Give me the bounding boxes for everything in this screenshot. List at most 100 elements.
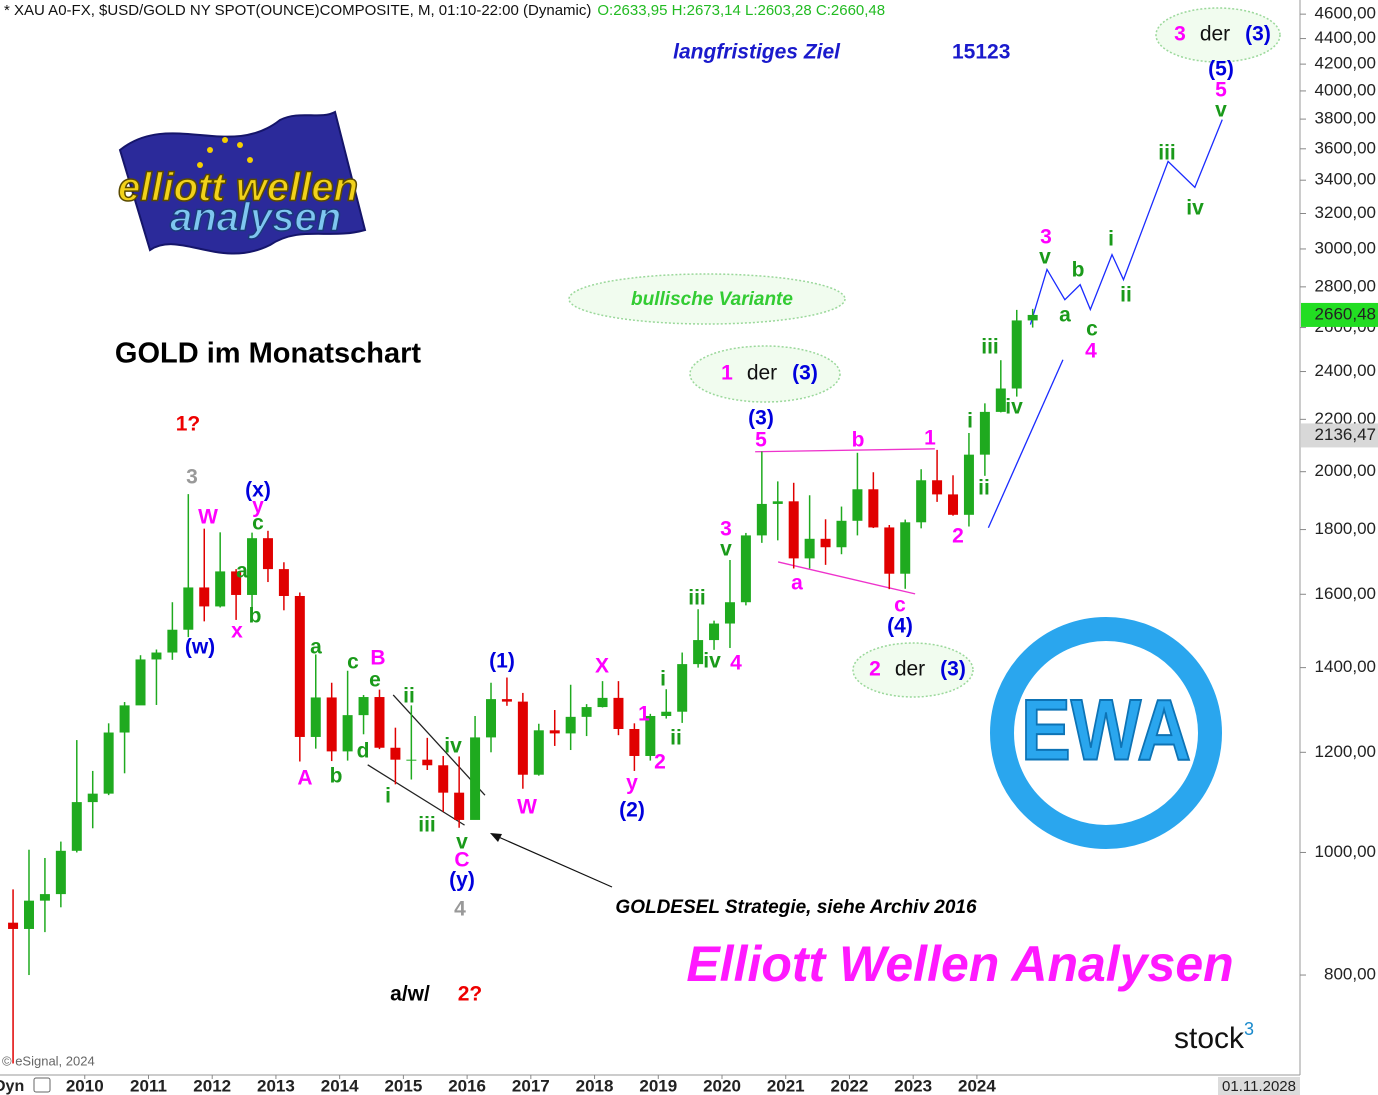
candle-body	[963, 454, 974, 515]
candle-body	[1011, 320, 1022, 389]
degree-ellipse	[1155, 7, 1281, 63]
x-tick-label: 2022	[831, 1076, 869, 1095]
variant-label: bullische Variante	[631, 289, 793, 310]
target-value: 15123	[952, 41, 1010, 64]
wave-label: ii	[403, 685, 415, 708]
candle-body	[740, 535, 751, 603]
candle-body	[900, 522, 911, 574]
candle-body	[788, 501, 799, 559]
candle-body	[581, 707, 592, 717]
wave-label: 5	[1215, 79, 1227, 102]
wave-label: b	[1072, 259, 1085, 282]
y-tick-label: 1200,00	[1315, 742, 1376, 761]
wave-line	[755, 448, 935, 453]
y-tick-label: 3800,00	[1315, 109, 1376, 128]
candle-body	[39, 894, 50, 901]
y-tick-label: 4600,00	[1315, 4, 1376, 23]
candle-body	[151, 652, 162, 660]
wave-label: (y)	[449, 869, 475, 892]
wave-label: a/w/	[390, 983, 430, 1006]
candle-body	[693, 640, 704, 665]
candle-body	[55, 850, 66, 895]
wave-label: ii	[1120, 284, 1132, 307]
wave-label: iii	[418, 814, 436, 837]
wave-label: ii	[670, 727, 682, 750]
y-tick-label: 1600,00	[1315, 584, 1376, 603]
candle-body	[979, 411, 990, 455]
wave-label: a	[310, 636, 322, 659]
wave-label: i	[967, 410, 973, 433]
degree-word: der	[1200, 23, 1230, 46]
candle-body	[868, 489, 879, 528]
logo-stars	[197, 137, 253, 168]
wave-label: iv	[703, 650, 721, 673]
wave-label: 4	[730, 652, 742, 675]
y-tick-label: 1000,00	[1315, 842, 1376, 861]
logo: elliott wellen analysen	[117, 110, 367, 255]
wave-label: c	[894, 594, 906, 617]
y-tick-label: 2200,00	[1315, 409, 1376, 428]
price-tag-box	[1301, 423, 1378, 448]
degree-ellipse	[852, 642, 974, 698]
y-tick-label: 2800,00	[1315, 276, 1376, 295]
wave-label: iv	[1186, 197, 1204, 220]
candle-body	[932, 480, 943, 495]
candle-body	[517, 701, 528, 775]
wave-label: 2?	[458, 983, 483, 1006]
candle-body	[103, 732, 114, 794]
candle-body	[995, 388, 1006, 412]
candle-body	[342, 715, 353, 752]
wave-label: 3	[1040, 226, 1052, 249]
target-label: langfristiges Ziel	[673, 41, 841, 64]
candle-body	[310, 697, 321, 737]
wave-label: c	[252, 512, 264, 535]
y-tick-label: 3600,00	[1315, 138, 1376, 157]
wave-label: c	[1086, 318, 1098, 341]
y-tick-label: 4400,00	[1315, 28, 1376, 47]
wave-label: 1	[638, 703, 650, 726]
note-arrow	[493, 834, 613, 888]
y-tick-label: 2000,00	[1315, 461, 1376, 480]
wave-label: iii	[688, 587, 706, 610]
candle-body	[247, 538, 258, 595]
wave-label: 2	[952, 525, 964, 548]
y-tick-label: 1400,00	[1315, 657, 1376, 676]
wave-label: v	[720, 538, 732, 561]
wave-label: 5	[755, 429, 767, 452]
wave-label: (1)	[489, 650, 515, 673]
ewa-logo: EWA	[1021, 683, 1191, 779]
candle-body	[565, 716, 576, 734]
wave-label: b	[852, 429, 865, 452]
candle-body	[231, 571, 242, 595]
candle-body	[199, 587, 210, 607]
x-tick-label: 2017	[512, 1076, 550, 1095]
price-tag-label: 2660,48	[1315, 304, 1376, 323]
wave-label: W	[517, 796, 537, 819]
candle-body	[87, 793, 98, 803]
wave-label: 4	[454, 898, 466, 921]
wave-label: (4)	[887, 615, 913, 638]
price-tag-label: 2136,47	[1315, 425, 1376, 444]
x-tick-label: 2019	[639, 1076, 677, 1095]
candle-body	[71, 802, 82, 851]
x-tick-label: 2014	[321, 1076, 359, 1095]
logo-line2: analysen	[170, 196, 341, 240]
degree-number: 3	[1174, 23, 1186, 46]
wave-label: y	[626, 772, 638, 795]
candle-body	[8, 922, 19, 929]
wave-label: y	[252, 495, 264, 518]
wave-label: (2)	[619, 799, 645, 822]
candle-body	[661, 711, 672, 716]
header-ohlc: O:2633,95 H:2673,14 L:2603,28 C:2660,48	[597, 2, 885, 19]
wave-label: B	[370, 647, 385, 670]
y-tick-label: 1800,00	[1315, 519, 1376, 538]
y-tick-label: 4200,00	[1315, 54, 1376, 73]
candle-body	[709, 623, 720, 641]
degree-word: der	[747, 362, 777, 385]
candle-body	[533, 730, 544, 775]
stock-logo-sup: 3	[1244, 1019, 1254, 1039]
candle-body	[629, 729, 640, 756]
lock-icon	[33, 1077, 51, 1093]
degree-ellipse	[689, 345, 841, 403]
wave-label: A	[297, 767, 312, 790]
